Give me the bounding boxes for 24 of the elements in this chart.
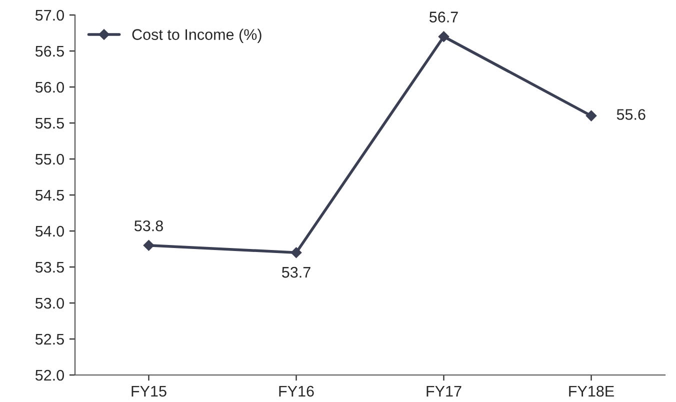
- point: [290, 247, 302, 258]
- y-tick-label: 54.5: [35, 190, 64, 201]
- data-label: 53.7: [282, 266, 310, 278]
- point: [586, 110, 597, 122]
- x-tick-label: FY16: [279, 386, 314, 397]
- y-tick-label: 53.5: [35, 262, 64, 273]
- y-tick-label: 52.0: [35, 370, 64, 381]
- x-tick-label: FY17: [426, 386, 462, 396]
- x-tick-label: FY18E: [569, 386, 614, 397]
- y-tick-label: 55.5: [35, 118, 64, 129]
- x-tick-label: FY15: [132, 386, 166, 397]
- y-tick-label: 54.0: [35, 226, 64, 237]
- legend-label: Cost to Income (%): [132, 28, 262, 43]
- point: [143, 240, 154, 251]
- data-label: 55.6: [616, 109, 646, 120]
- data-label: 56.7: [429, 12, 458, 22]
- data-label: 53.8: [134, 220, 163, 232]
- point: [438, 31, 450, 42]
- y-tick-label: 57.0: [35, 10, 64, 21]
- y-tick-label: 53.0: [35, 298, 64, 309]
- y-tick-label: 56.0: [35, 82, 64, 93]
- y-tick-label: 52.5: [35, 334, 64, 345]
- y-tick-label: 55.0: [35, 154, 64, 165]
- y-tick-label: 56.5: [35, 46, 64, 57]
